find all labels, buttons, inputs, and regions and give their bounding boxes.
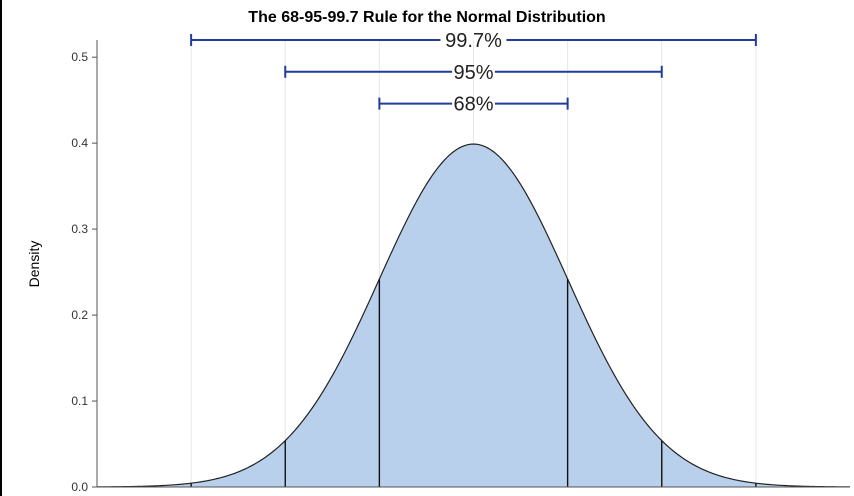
area-layer xyxy=(97,143,850,488)
y-axis-title: Density xyxy=(26,241,42,288)
density-curve xyxy=(97,143,850,488)
y-tick-label: 0.1 xyxy=(71,394,88,408)
bracket-layer: 99.7% 95% 68% xyxy=(190,30,757,116)
bracket-label: 95% xyxy=(453,62,493,84)
density-area xyxy=(97,144,850,487)
y-tick-label: 0.5 xyxy=(71,50,88,64)
y-tick-label: 0.0 xyxy=(71,480,88,494)
y-tick-label: 0.4 xyxy=(71,136,88,150)
chart-title: The 68-95-99.7 Rule for the Normal Distr… xyxy=(248,9,606,26)
axis-layer: 0.0 0.1 0.2 0.3 0.4 0.5 xyxy=(71,40,850,494)
y-tick-label: 0.2 xyxy=(71,308,88,322)
y-tick-label: 0.3 xyxy=(71,222,88,236)
bracket-label: 68% xyxy=(453,94,493,116)
bracket-label: 99.7% xyxy=(445,30,502,52)
